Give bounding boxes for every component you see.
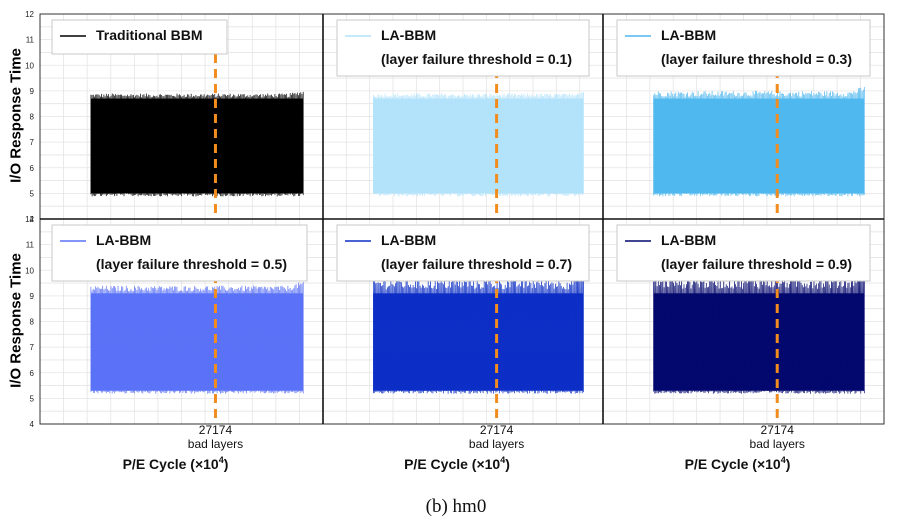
legend-label: (layer failure threshold = 0.3)	[661, 51, 852, 67]
subplot-4: 4 5 6 7 8 9 10 11 12 LA-BBM (layer failure thresho…	[25, 215, 323, 472]
series-line	[373, 92, 584, 197]
y-tick-label: 7	[30, 138, 35, 147]
subplot-2: LA-BBM (layer failure threshold = 0.1)	[323, 13, 603, 220]
subplot-5: LA-BBM (layer failure threshold = 0.7) 271…	[323, 218, 603, 472]
figure-caption: (b) hm0	[425, 496, 487, 517]
x-axis-title: P/E Cycle (×104)	[123, 455, 229, 472]
legend-label: (layer failure threshold = 0.1)	[381, 51, 572, 67]
legend-label: LA-BBM	[381, 232, 436, 248]
series-line	[90, 91, 304, 197]
legend: LA-BBM (layer failure threshold = 0.5)	[51, 224, 308, 282]
y-tick-label: 9	[30, 87, 35, 96]
legend-label: (layer failure threshold = 0.9)	[661, 256, 852, 272]
legend-box	[616, 19, 871, 77]
y-tick-label: 5	[30, 189, 35, 198]
x-axis-title: P/E Cycle (×104)	[685, 455, 791, 472]
y-tick-label: 11	[26, 241, 35, 250]
y-tick-label: 7	[30, 343, 35, 352]
series-line	[653, 269, 865, 394]
legend-box	[336, 19, 590, 77]
y-tick-label: 6	[30, 369, 35, 378]
y-tick-label: 4	[30, 420, 35, 429]
subplot-3: LA-BBM (layer failure threshold = 0.3)	[603, 13, 884, 220]
legend-label: LA-BBM	[381, 27, 436, 43]
y-tick-label: 11	[26, 36, 35, 45]
legend: LA-BBM (layer failure threshold = 0.7)	[336, 224, 590, 282]
legend-label: (layer failure threshold = 0.7)	[381, 256, 572, 272]
legend: Traditional BBM	[51, 19, 228, 55]
legend-box	[616, 224, 871, 282]
series-line	[653, 86, 865, 197]
y-tick-label: 12	[25, 215, 34, 224]
legend-box	[336, 224, 590, 282]
marker-value-label: 27174	[761, 423, 795, 437]
marker-value-label: 27174	[480, 423, 514, 437]
marker-name-label: bad layers	[188, 437, 243, 451]
legend-label: LA-BBM	[661, 232, 716, 248]
y-tick-label: 12	[25, 10, 34, 19]
y-axis-title-top: I/O Response Time	[7, 48, 25, 183]
y-tick-label: 4	[30, 215, 35, 224]
legend-label: LA-BBM	[96, 232, 151, 248]
marker-name-label: bad layers	[469, 437, 524, 451]
legend-box	[51, 224, 308, 282]
series-line	[90, 281, 304, 394]
subplot-1: 4 5 6 7 8 9 10 11 12 Traditional BBM	[25, 10, 323, 224]
legend-label: Traditional BBM	[96, 27, 203, 43]
y-tick-label: 9	[30, 292, 35, 301]
y-tick-label: 8	[30, 318, 35, 327]
marker-name-label: bad layers	[750, 437, 805, 451]
y-axis-title-bottom: I/O Response Time	[7, 253, 25, 388]
y-tick-label: 8	[30, 113, 35, 122]
y-tick-label: 5	[30, 394, 35, 403]
marker-value-label: 27174	[199, 423, 233, 437]
legend: LA-BBM (layer failure threshold = 0.9)	[616, 224, 871, 282]
legend-box	[51, 19, 228, 55]
y-tick-label: 10	[25, 266, 34, 275]
subplot-6: LA-BBM (layer failure threshold = 0.9) 271…	[603, 218, 884, 472]
x-axis-title: P/E Cycle (×104)	[404, 455, 510, 472]
legend: LA-BBM (layer failure threshold = 0.3)	[616, 19, 871, 77]
legend-label: (layer failure threshold = 0.5)	[96, 256, 287, 272]
legend-label: LA-BBM	[661, 27, 716, 43]
series-line	[373, 271, 584, 394]
y-tick-label: 10	[25, 61, 34, 70]
y-tick-label: 6	[30, 164, 35, 173]
legend: LA-BBM (layer failure threshold = 0.1)	[336, 19, 590, 77]
